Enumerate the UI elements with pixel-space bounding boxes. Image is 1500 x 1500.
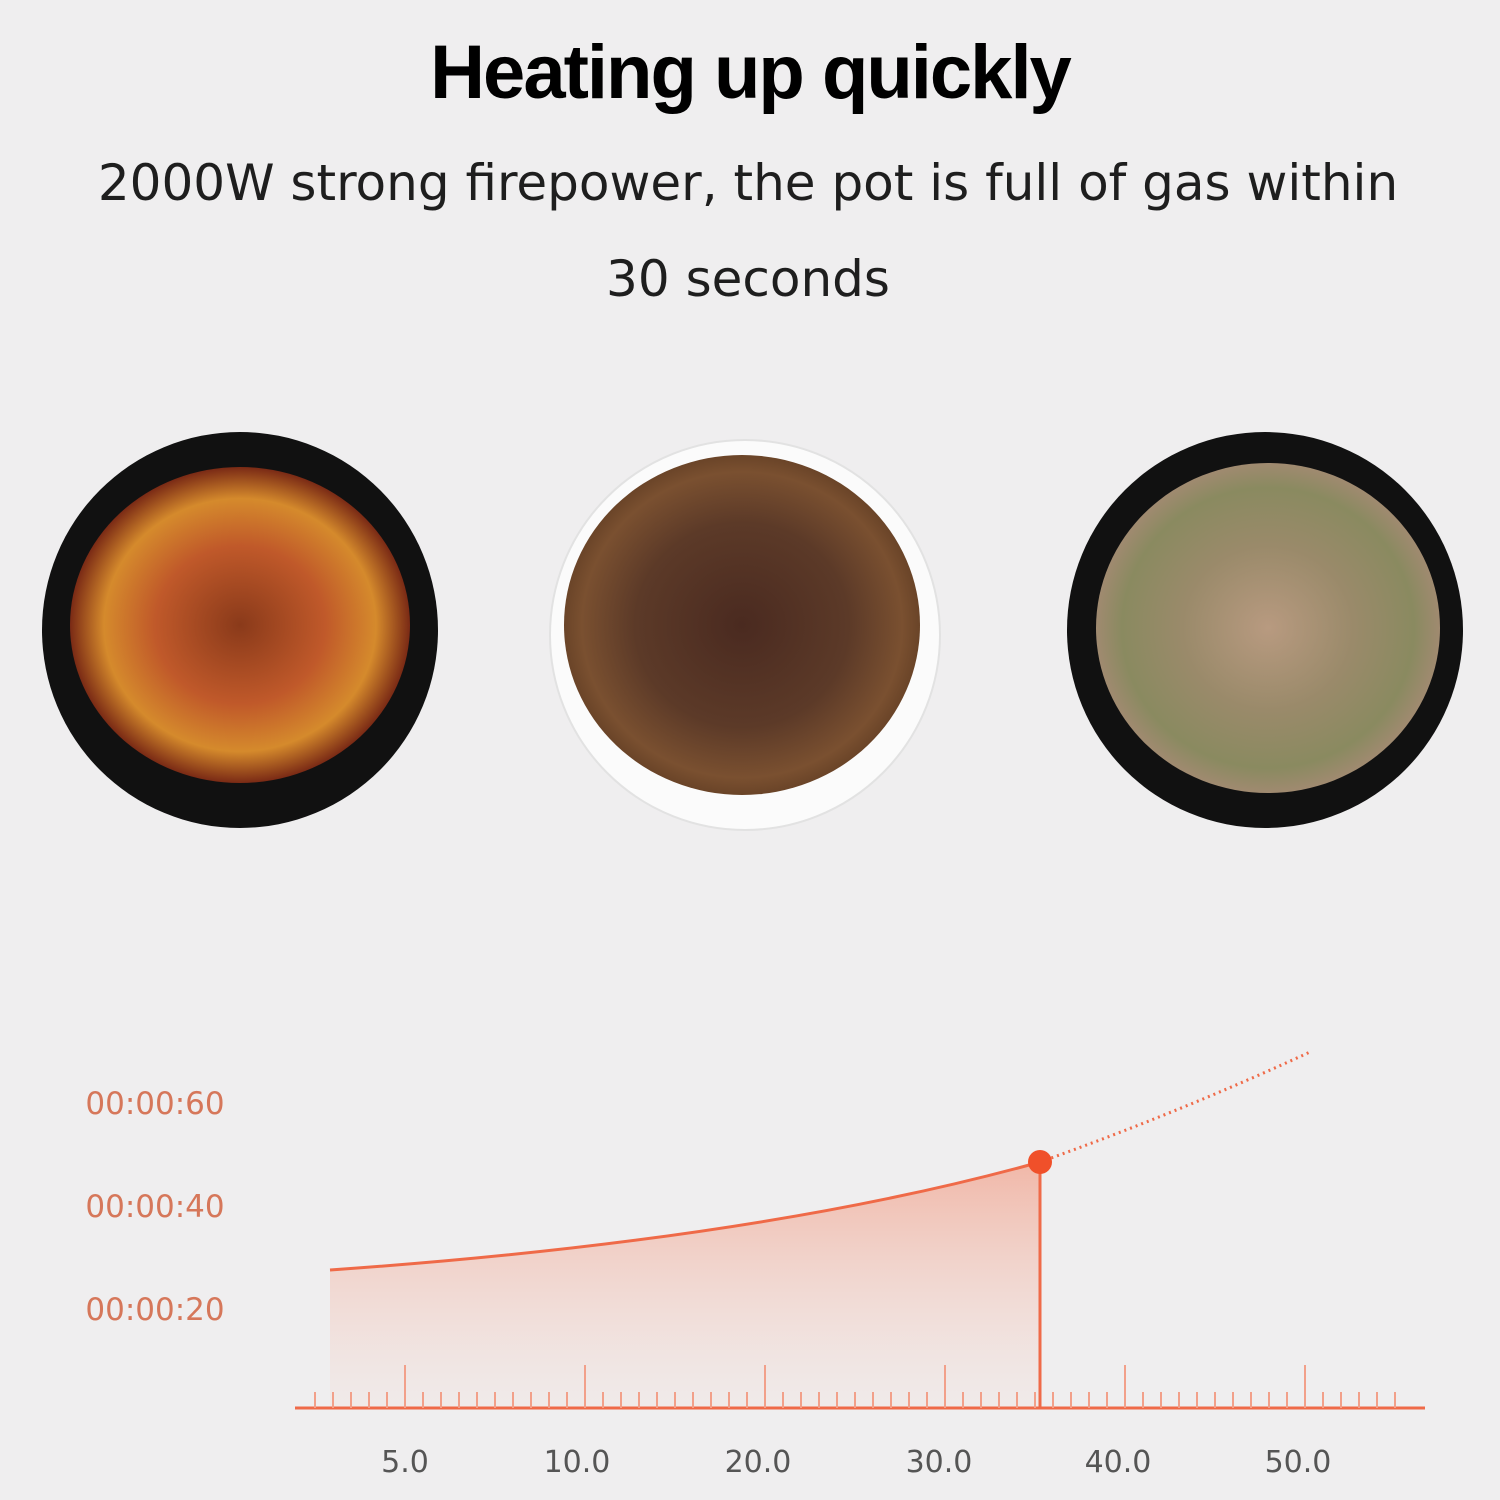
curve-area [330,1162,1040,1408]
x-label: 10.0 [544,1445,611,1480]
y-label: 00:00:60 [85,1086,224,1122]
ticks [314,1365,1396,1408]
plates [42,432,1463,831]
subtitle: 2000W strong firepower, the pot is full … [98,154,1398,212]
y-label: 00:00:40 [85,1189,224,1225]
y-label: 00:00:20 [85,1292,224,1328]
food [564,455,920,795]
subtitle: 30 seconds [606,250,890,308]
curve [329,1160,1041,1272]
x-label: 5.0 [381,1445,429,1480]
title: Heating up quickly [430,30,1071,115]
x-label: 20.0 [725,1445,792,1480]
marker-dot [1028,1150,1052,1174]
x-label: 50.0 [1265,1445,1332,1480]
x-label: 40.0 [1085,1445,1152,1480]
food [1096,463,1440,793]
heating-graphic: 00:00:60 00:00:40 00:00:20 5.0 10.0 20.0… [85,1050,1425,1480]
food [70,467,410,783]
curve-projection [1039,1050,1311,1164]
x-label: 30.0 [906,1445,973,1480]
